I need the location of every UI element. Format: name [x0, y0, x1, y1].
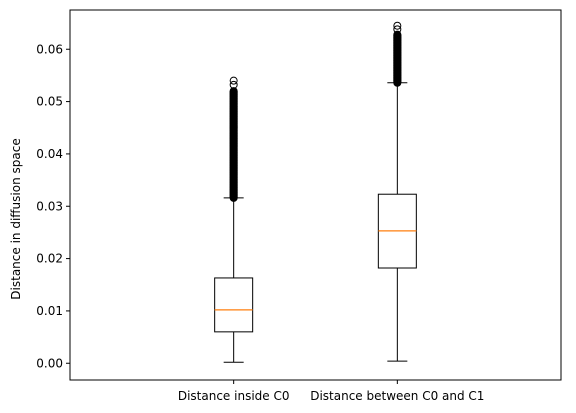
outlier-point	[393, 30, 402, 39]
outlier-point	[229, 87, 238, 96]
y-tick-label: 0.05	[36, 95, 63, 109]
outlier-point	[229, 80, 238, 89]
x-tick-label: Distance between C0 and C1	[310, 389, 484, 403]
outlier-point	[393, 25, 402, 34]
x-tick-label: Distance inside C0	[178, 389, 290, 403]
plot-frame	[69, 9, 562, 381]
y-tick-label: 0.03	[36, 199, 63, 213]
plot-area: 0.00 0.01 0.02 0.03 0.04 0.05 0.06 Distance ins…	[36, 9, 562, 403]
y-tick-label: 0.01	[36, 304, 63, 318]
y-tick-label: 0.02	[36, 252, 63, 266]
outlier-point	[229, 76, 238, 85]
y-tick-label: 0.04	[36, 147, 63, 161]
outlier-point	[393, 21, 402, 30]
iqr-box	[214, 277, 254, 333]
y-tick-label: 0.06	[36, 42, 63, 56]
y-axis-label: Distance in diffusion space	[9, 138, 23, 299]
y-tick-label: 0.00	[36, 356, 63, 370]
